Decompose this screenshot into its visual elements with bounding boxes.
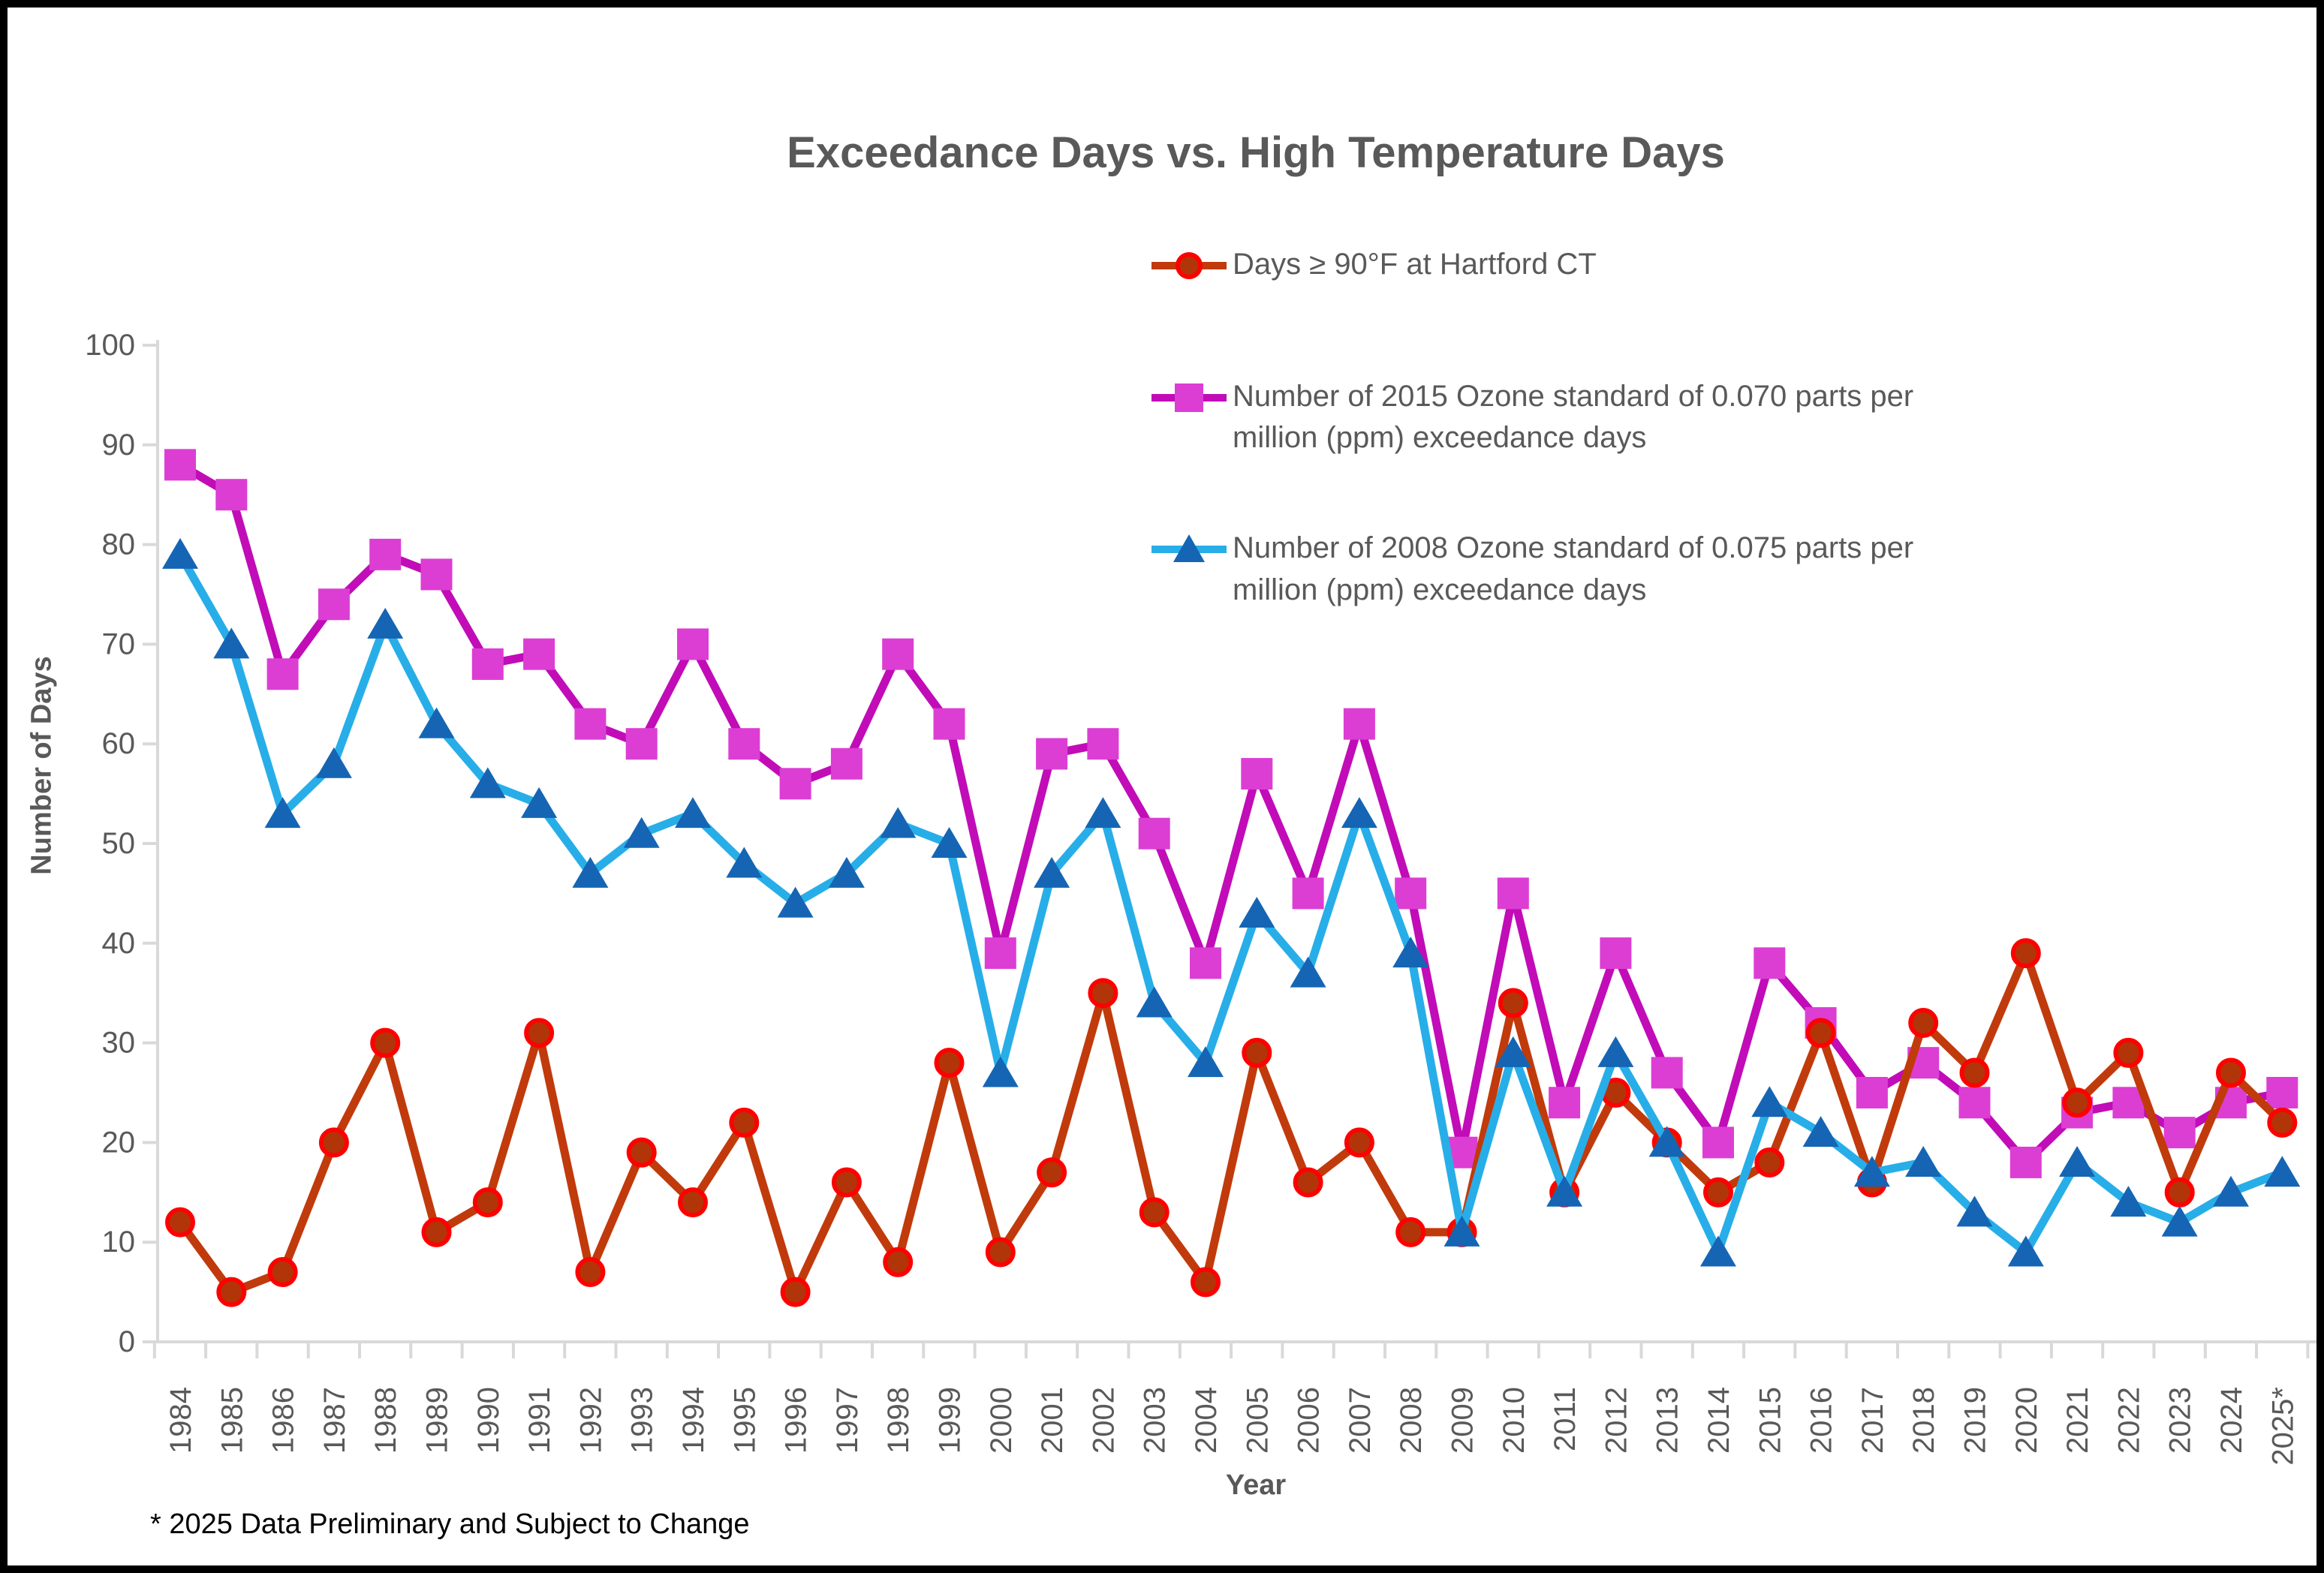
legend-item-label: Number of 2008 Ozone standard of 0.075 p…: [1233, 531, 1914, 606]
x-tick-label: 2008: [1395, 1387, 1428, 1454]
x-tick-label: 2016: [1805, 1387, 1838, 1454]
y-tick-label: 90: [102, 429, 136, 462]
x-tick-label: 1986: [267, 1387, 300, 1454]
x-tick-label: 1994: [677, 1387, 710, 1454]
x-tick-label: 2012: [1600, 1387, 1633, 1454]
x-tick-label: 1999: [934, 1387, 967, 1454]
plot-svg: 0 10 20 30 40 50 60 70 80 90 100 1984 1985 1986 1987 19…: [85, 329, 2316, 1466]
x-tick-label: 2019: [1959, 1387, 1992, 1454]
x-tick-label: 1995: [728, 1387, 761, 1454]
x-tick-label: 2001: [1036, 1387, 1069, 1454]
y-tick-label: 50: [102, 827, 136, 860]
y-tick-label: 80: [102, 528, 136, 561]
x-tick-label: 1992: [574, 1387, 607, 1454]
x-tick-label: 2014: [1702, 1387, 1735, 1454]
y-tick-label: 100: [85, 329, 135, 362]
x-tick-label: 2017: [1856, 1387, 1889, 1454]
x-tick-label: 2020: [2010, 1387, 2043, 1454]
square-marker-icon: [1148, 376, 1233, 420]
x-tick-label: 1989: [421, 1387, 454, 1454]
x-tick-label: 1985: [215, 1387, 248, 1454]
legend-item-label: Number of 2015 Ozone standard of 0.070 p…: [1233, 380, 1914, 455]
x-tick-label: 2002: [1087, 1387, 1120, 1454]
y-tick-label: 70: [102, 627, 136, 660]
x-tick-label: 1991: [523, 1387, 556, 1454]
x-tick-label: 2003: [1139, 1387, 1172, 1454]
circle-marker-icon: [1148, 244, 1233, 287]
y-tick-label: 30: [102, 1027, 136, 1060]
legend-item-hot-days: Days ≥ 90°F at Hartford CT: [1148, 244, 1991, 287]
x-tick-label: 1993: [626, 1387, 659, 1454]
x-tick-label: 2015: [1754, 1387, 1787, 1454]
triangle-marker-icon: [1148, 528, 1233, 571]
y-tick-label: 10: [102, 1226, 136, 1259]
legend-item-ozone-2015: Number of 2015 Ozone standard of 0.070 p…: [1148, 376, 1991, 459]
y-tick-label: 40: [102, 927, 136, 960]
x-tick-label: 1987: [318, 1387, 351, 1454]
series-line-2: [162, 537, 2301, 1267]
x-tick-label: 2011: [1549, 1387, 1582, 1451]
x-tick-label: 2000: [985, 1387, 1018, 1454]
x-tick-label: 1990: [472, 1387, 505, 1454]
x-tick-label: 2023: [2164, 1387, 2197, 1454]
x-tick-label: 2021: [2061, 1387, 2094, 1454]
y-tick-label: 20: [102, 1126, 136, 1159]
x-tick-label: 1988: [369, 1387, 402, 1454]
x-tick-label: 2018: [1907, 1387, 1940, 1454]
x-tick-label: 1997: [831, 1387, 864, 1454]
x-tick-label: 2010: [1498, 1387, 1531, 1454]
x-tick-label: 1984: [164, 1387, 197, 1454]
series-line-0: [165, 938, 2298, 1307]
x-axis-title: Year: [1225, 1469, 1287, 1501]
y-tick-label: 0: [119, 1325, 135, 1358]
y-tick-label: 60: [102, 727, 136, 760]
legend-item-ozone-2008: Number of 2008 Ozone standard of 0.075 p…: [1148, 528, 1991, 610]
x-tick-label: 1996: [780, 1387, 813, 1454]
legend: Days ≥ 90°F at Hartford CT Number of 201…: [1148, 244, 1991, 611]
x-tick-label: 2006: [1293, 1387, 1326, 1454]
legend-item-label: Days ≥ 90°F at Hartford CT: [1233, 248, 1597, 281]
x-tick-label: 2013: [1651, 1387, 1684, 1454]
x-tick-label: 2007: [1344, 1387, 1377, 1454]
x-tick-label: 2024: [2215, 1387, 2248, 1454]
x-tick-label: 1998: [882, 1387, 915, 1454]
y-axis-title: Number of Days: [26, 656, 58, 875]
x-tick-label: 2025*: [2266, 1387, 2299, 1466]
x-tick-label: 2009: [1446, 1387, 1480, 1454]
x-tick-label: 2022: [2112, 1387, 2145, 1454]
x-tick-label: 2004: [1190, 1387, 1223, 1454]
x-tick-label: 2005: [1241, 1387, 1274, 1454]
page-title: Exceedance Days vs. High Temperature Day…: [787, 128, 1725, 177]
footnote: * 2025 Data Preliminary and Subject to C…: [150, 1508, 750, 1540]
